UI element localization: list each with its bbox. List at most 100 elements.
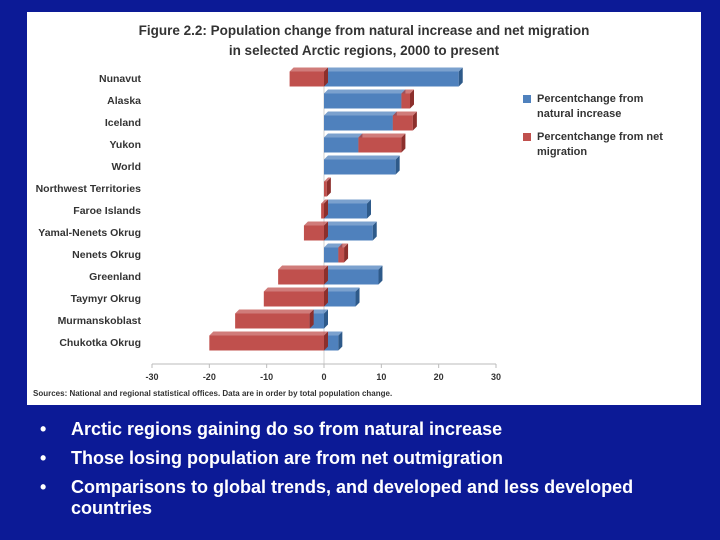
x-tick-label: -10	[260, 372, 273, 382]
bar-natural-increase-side	[458, 67, 463, 87]
bullet-marker: •	[40, 477, 47, 497]
bar-net-migration-side	[401, 133, 406, 153]
category-label: Faroe Islands	[73, 205, 141, 217]
chart: Figure 2.2: Population change from natur…	[33, 23, 663, 398]
bar-natural-increase-side	[324, 309, 328, 329]
bar-natural-increase-top	[324, 287, 360, 292]
bar-net-migration-side	[324, 265, 328, 285]
bar-natural-increase-top	[324, 155, 400, 160]
bar-net-migration-side	[324, 331, 328, 351]
bar-natural-increase	[324, 115, 393, 131]
bar-net-migration-top	[289, 67, 328, 72]
bar-net-migration-side	[344, 243, 349, 263]
category-label: Nunavut	[99, 73, 142, 85]
bar-net-migration-top	[338, 243, 349, 248]
chart-source-note: Sources: National and regional statistic…	[33, 389, 392, 398]
bar-natural-increase	[324, 269, 379, 285]
legend-swatch	[523, 133, 531, 141]
bar-natural-increase-side	[372, 221, 377, 241]
bar-natural-increase	[324, 93, 402, 109]
bullet-item: • Those losing population are from net o…	[40, 448, 700, 469]
bar-natural-increase	[324, 247, 339, 263]
bar-natural-increase-side	[367, 199, 371, 219]
bullet-text: Arctic regions gaining do so from natura…	[71, 419, 503, 439]
bar-natural-increase-top	[324, 89, 406, 94]
bar-net-migration-side	[309, 309, 314, 329]
bar-natural-increase-top	[324, 133, 363, 138]
bar-natural-increase	[324, 203, 367, 219]
bar-natural-increase	[324, 291, 356, 307]
bar-net-migration-top	[324, 177, 331, 182]
bar-natural-increase	[324, 71, 459, 87]
legend-label: Percentchange from	[537, 93, 644, 105]
bar-net-migration	[358, 137, 402, 153]
x-tick-label: 20	[434, 372, 444, 382]
bar-net-migration	[321, 203, 324, 219]
bar-net-migration-side	[324, 67, 328, 87]
category-label: Iceland	[105, 117, 141, 129]
bar-natural-increase-side	[378, 265, 383, 285]
bar-natural-increase-top	[324, 265, 383, 270]
category-label: Nenets Okrug	[72, 249, 141, 261]
bar-net-migration-top	[209, 331, 328, 336]
bar-natural-increase-top	[324, 199, 371, 204]
category-label: Greenland	[89, 271, 141, 283]
figure-panel: Figure 2.2: Population change from natur…	[27, 12, 701, 405]
bullet-marker: •	[40, 419, 47, 439]
bar-net-migration-side	[326, 177, 331, 197]
category-label: Northwest Territories	[36, 183, 142, 195]
bar-net-migration	[303, 225, 324, 241]
bar-net-migration-top	[392, 111, 417, 116]
x-tick-label: 30	[491, 372, 501, 382]
bar-net-migration-top	[303, 221, 328, 226]
bar-net-migration	[263, 291, 324, 307]
bar-natural-increase-top	[324, 221, 377, 226]
bar-net-migration	[289, 71, 324, 87]
bar-net-migration-side	[324, 221, 328, 241]
category-label: World	[111, 161, 141, 173]
bar-natural-increase-top	[324, 67, 463, 72]
legend-swatch	[523, 95, 531, 103]
bar-net-migration-side	[412, 111, 417, 131]
bullet-list: • Arctic regions gaining do so from natu…	[40, 419, 700, 519]
bar-net-migration	[338, 247, 345, 263]
bar-natural-increase-side	[338, 331, 343, 351]
category-label: Yamal-Nenets Okrug	[38, 227, 141, 239]
bar-natural-increase-top	[324, 111, 397, 116]
category-label: Chukotka Okrug	[59, 337, 141, 349]
category-label: Alaska	[107, 95, 141, 107]
bullet-text: Comparisons to global trends, and develo…	[71, 477, 634, 518]
legend-label: migration	[537, 146, 587, 158]
bar-natural-increase-top	[324, 331, 343, 336]
bar-net-migration-top	[235, 309, 314, 314]
category-label: Murmanskoblast	[58, 315, 142, 327]
bar-net-migration-top	[321, 199, 328, 204]
bar-net-migration-side	[410, 89, 414, 109]
bar-net-migration	[235, 313, 310, 329]
bar-net-migration-top	[358, 133, 406, 138]
bar-natural-increase	[324, 137, 359, 153]
bar-net-migration-top	[278, 265, 328, 270]
x-tick-label: -20	[203, 372, 216, 382]
bullet-marker: •	[40, 448, 47, 468]
x-tick-label: -30	[145, 372, 158, 382]
legend-label: natural increase	[537, 108, 621, 120]
chart-title-line: in selected Arctic regions, 2000 to pres…	[229, 43, 500, 58]
chart-title-line: Figure 2.2: Population change from natur…	[139, 23, 590, 38]
bar-natural-increase-side	[395, 155, 400, 175]
category-label: Taymyr Okrug	[71, 293, 141, 305]
bar-net-migration	[401, 93, 410, 109]
bar-natural-increase	[324, 225, 373, 241]
category-label: Yukon	[109, 139, 141, 151]
bullet-item: • Arctic regions gaining do so from natu…	[40, 419, 700, 440]
legend-label: Percentchange from net	[537, 131, 663, 143]
x-tick-label: 0	[321, 372, 326, 382]
bar-net-migration-side	[324, 287, 328, 307]
bullet-item: • Comparisons to global trends, and deve…	[40, 477, 700, 519]
bar-natural-increase-side	[355, 287, 360, 307]
bar-net-migration	[324, 181, 327, 197]
bar-natural-increase-top	[324, 243, 343, 248]
bar-net-migration-top	[263, 287, 328, 292]
bar-net-migration	[278, 269, 324, 285]
bullet-text: Those losing population are from net out…	[71, 448, 503, 468]
